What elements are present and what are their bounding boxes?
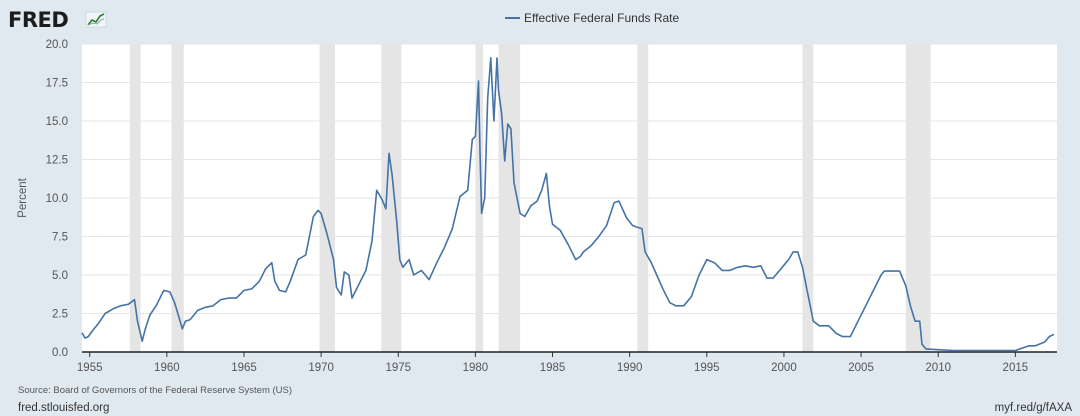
- x-tick-label: 1990: [617, 362, 643, 374]
- fred-logo[interactable]: FRED: [8, 8, 107, 32]
- x-tick-label: 2010: [925, 362, 951, 374]
- y-tick-label: 12.5: [46, 155, 68, 167]
- y-tick-label: 15.0: [46, 116, 68, 128]
- y-axis-title: Percent: [17, 177, 29, 217]
- series-line-effective-federal-funds-rate: [81, 57, 1055, 352]
- y-tick-label: 10.0: [46, 193, 68, 205]
- y-tick-label: 7.5: [52, 232, 68, 244]
- x-tick-label: 1975: [385, 362, 411, 374]
- x-tick-label: 2000: [771, 362, 797, 374]
- y-axis-ticks: 0.0 2.5 5.0 7.5 10.0 12.5 15.0 17.5 20.0: [46, 39, 68, 359]
- y-tick-label: 0.0: [52, 347, 68, 359]
- chart-line-icon: [85, 11, 107, 28]
- site-link[interactable]: fred.stlouisfed.org: [18, 402, 109, 414]
- legend-label: Effective Federal Funds Rate: [524, 11, 680, 25]
- y-tick-label: 2.5: [52, 309, 68, 321]
- x-tick-label: 1970: [308, 362, 334, 374]
- x-tick-label: 2005: [848, 362, 874, 374]
- x-tick-label: 1965: [231, 362, 257, 374]
- x-axis-ticks: 1955 1960 1965 1970 1975 1980 1985 1990 1995 2000…: [77, 352, 1028, 374]
- legend: Effective Federal Funds Rate: [505, 11, 680, 25]
- y-tick-label: 5.0: [52, 270, 68, 282]
- y-tick-label: 17.5: [46, 78, 68, 90]
- gridlines: [82, 43, 1057, 314]
- y-tick-label: 20.0: [46, 39, 68, 51]
- x-tick-label: 1985: [540, 362, 566, 374]
- x-tick-label: 1980: [463, 362, 489, 374]
- source-note: Source: Board of Governors of the Federa…: [18, 385, 292, 396]
- x-tick-label: 1995: [694, 362, 720, 374]
- fred-logo-text: FRED: [8, 8, 68, 32]
- short-url-link[interactable]: myf.red/g/fAXA: [995, 402, 1073, 414]
- x-tick-label: 1955: [77, 362, 103, 374]
- x-tick-label: 1960: [154, 362, 180, 374]
- x-tick-label: 2015: [1003, 362, 1029, 374]
